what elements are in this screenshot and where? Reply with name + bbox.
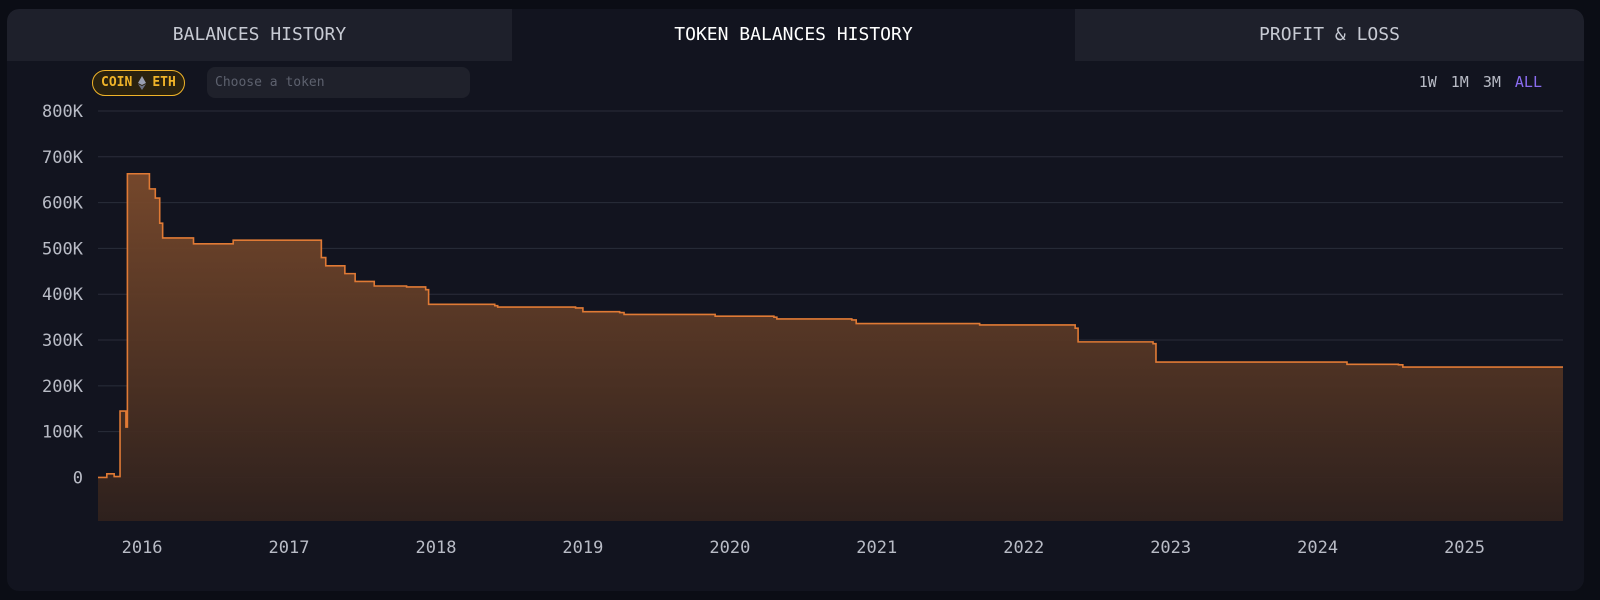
y-tick-label: 700K bbox=[42, 148, 84, 168]
time-range-selector: 1W 1M 3M ALL bbox=[1419, 73, 1542, 91]
x-tick-label: 2017 bbox=[269, 538, 310, 558]
x-tick-label: 2024 bbox=[1297, 538, 1338, 558]
range-all-button[interactable]: ALL bbox=[1514, 73, 1542, 91]
area-series bbox=[98, 172, 1563, 522]
series-line bbox=[98, 172, 1563, 479]
y-axis-ticks: 800K 700K 600K 500K 400K 300K 200K 100K 0 bbox=[42, 102, 84, 488]
y-tick-label: 400K bbox=[42, 285, 84, 305]
range-3m-button[interactable]: 3M bbox=[1482, 73, 1501, 91]
y-tick-label: 800K bbox=[42, 102, 84, 122]
range-1m-button[interactable]: 1M bbox=[1450, 73, 1469, 91]
x-tick-label: 2022 bbox=[1003, 538, 1044, 558]
range-1w-button[interactable]: 1W bbox=[1418, 73, 1437, 91]
token-search-input[interactable] bbox=[207, 67, 470, 98]
eth-diamond-icon bbox=[138, 76, 147, 90]
y-tick-label: 300K bbox=[42, 331, 84, 351]
tab-token-balances-history[interactable]: TOKEN BALANCES HISTORY bbox=[512, 9, 1075, 61]
token-balances-panel: BALANCES HISTORY TOKEN BALANCES HISTORY … bbox=[7, 9, 1584, 591]
x-tick-label: 2021 bbox=[856, 538, 897, 558]
x-tick-label: 2025 bbox=[1444, 538, 1485, 558]
x-axis-ticks: 2016 2017 2018 2019 2020 2021 2022 2023 2024 2025 bbox=[122, 538, 1485, 558]
x-tick-label: 2016 bbox=[122, 538, 163, 558]
coin-selector-button[interactable]: COIN ETH bbox=[92, 70, 185, 96]
y-tick-label: 100K bbox=[42, 423, 84, 443]
y-tick-label: 0 bbox=[73, 468, 83, 488]
y-tick-label: 600K bbox=[42, 194, 84, 214]
tab-balances-history[interactable]: BALANCES HISTORY bbox=[7, 9, 512, 61]
x-tick-label: 2018 bbox=[415, 538, 456, 558]
area-fill bbox=[98, 173, 1563, 522]
x-tick-label: 2019 bbox=[562, 538, 603, 558]
coin-symbol: ETH bbox=[152, 75, 176, 90]
coin-label: COIN bbox=[101, 75, 133, 90]
x-tick-label: 2020 bbox=[709, 538, 750, 558]
tab-profit-loss[interactable]: PROFIT & LOSS bbox=[1075, 9, 1584, 61]
x-tick-label: 2023 bbox=[1150, 538, 1191, 558]
y-tick-label: 200K bbox=[42, 377, 84, 397]
y-tick-label: 500K bbox=[42, 239, 84, 259]
tab-bar: BALANCES HISTORY TOKEN BALANCES HISTORY … bbox=[7, 9, 1584, 61]
